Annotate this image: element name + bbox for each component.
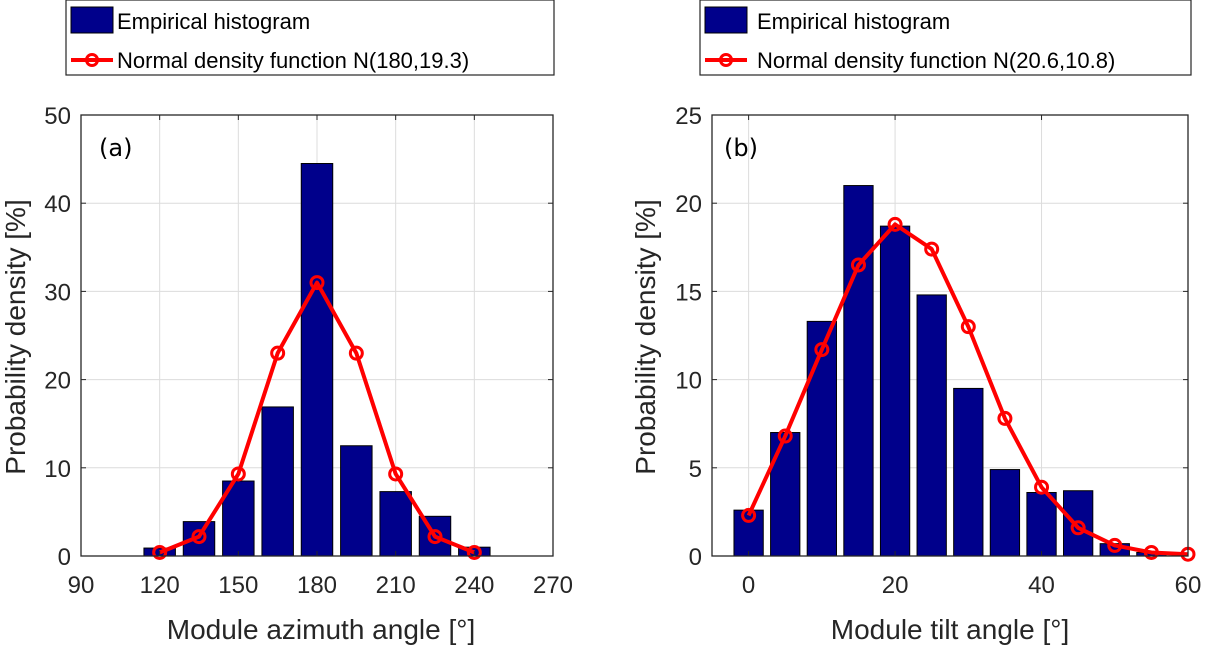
legend-box bbox=[699, 0, 1192, 76]
y-tick-label: 30 bbox=[44, 279, 71, 306]
histogram-bar bbox=[1063, 490, 1094, 557]
x-tick-label: 150 bbox=[218, 572, 258, 599]
normal-density-marker bbox=[924, 241, 940, 257]
x-tick-labels-b: 0 20 40 60 bbox=[742, 572, 1201, 599]
normal-density-marker bbox=[1070, 520, 1086, 536]
normal-density-marker bbox=[997, 410, 1013, 426]
legend-marker-swatch bbox=[719, 53, 733, 67]
legend-label-histogram: Empirical histogram bbox=[757, 9, 950, 34]
normal-density-line bbox=[158, 280, 476, 555]
histogram-bar bbox=[916, 294, 947, 557]
normal-line-a bbox=[152, 275, 482, 560]
histogram-bar bbox=[300, 163, 334, 557]
panel-label-b: (b) bbox=[724, 134, 758, 162]
x-tick-label: 180 bbox=[297, 572, 337, 599]
legend-bar-swatch bbox=[704, 6, 748, 34]
chart-panel-b: Empirical histogram Normal density funct… bbox=[630, 0, 1201, 645]
y-axis-label-a: Probability density [%] bbox=[0, 199, 31, 474]
x-tick-label: 90 bbox=[68, 572, 95, 599]
normal-density-marker bbox=[152, 544, 168, 560]
x-tick-label: 60 bbox=[1175, 572, 1202, 599]
y-tick-label: 10 bbox=[44, 456, 71, 483]
y-tick-label: 20 bbox=[675, 191, 702, 218]
histogram-bar bbox=[770, 432, 801, 557]
legend-label-histogram: Empirical histogram bbox=[117, 9, 310, 34]
normal-density-marker bbox=[850, 257, 866, 273]
panel-label-a: (a) bbox=[99, 134, 132, 162]
histogram-bar bbox=[340, 445, 373, 557]
histogram-bar bbox=[733, 509, 764, 557]
legend-b: Empirical histogram Normal density funct… bbox=[699, 0, 1192, 76]
y-tick-label: 0 bbox=[689, 544, 702, 571]
y-tick-label: 40 bbox=[44, 191, 71, 218]
histogram-bar bbox=[1026, 491, 1057, 557]
axes-b bbox=[711, 114, 1189, 557]
normal-density-marker bbox=[777, 428, 793, 444]
x-tick-labels-a: 90 120 150 180 210 240 270 bbox=[68, 572, 573, 599]
x-tick-label: 240 bbox=[454, 572, 494, 599]
histogram-bar bbox=[879, 225, 911, 557]
y-tick-label: 5 bbox=[689, 456, 702, 483]
normal-density-marker bbox=[814, 342, 830, 358]
legend-label-normal: Normal density function N(180,19.3) bbox=[117, 48, 469, 73]
y-tick-label: 50 bbox=[44, 103, 71, 130]
normal-density-marker bbox=[960, 319, 976, 335]
y-axis-label-b: Probability density [%] bbox=[630, 199, 661, 474]
normal-density-marker bbox=[388, 466, 404, 482]
x-tick-label: 120 bbox=[140, 572, 180, 599]
x-axis-label-b: Module tilt angle [°] bbox=[831, 614, 1069, 645]
normal-density-marker bbox=[887, 216, 903, 232]
chart-panel-a: Empirical histogram Normal density funct… bbox=[0, 0, 573, 645]
x-tick-label: 0 bbox=[742, 572, 755, 599]
axes-frame bbox=[711, 114, 1189, 557]
normal-density-marker bbox=[1034, 479, 1050, 495]
histogram-bar bbox=[843, 185, 874, 557]
legend-marker-swatch bbox=[85, 53, 99, 67]
histogram-bar bbox=[806, 320, 837, 557]
y-tick-label: 15 bbox=[675, 279, 702, 306]
normal-density-marker bbox=[1143, 544, 1159, 560]
y-tick-labels-b: 0 5 10 15 20 25 bbox=[675, 103, 702, 571]
y-tick-label: 0 bbox=[58, 544, 71, 571]
normal-density-marker bbox=[348, 345, 364, 361]
x-tick-label: 20 bbox=[882, 572, 909, 599]
legend-label-normal: Normal density function N(20.6,10.8) bbox=[757, 48, 1115, 73]
bars-b bbox=[733, 185, 1167, 557]
normal-density-marker bbox=[309, 275, 325, 291]
histogram-bar bbox=[261, 406, 294, 557]
legend-bar-swatch bbox=[70, 6, 114, 34]
histogram-bar bbox=[182, 521, 216, 557]
legend-a: Empirical histogram Normal density funct… bbox=[65, 0, 555, 76]
normal-density-marker bbox=[270, 345, 286, 361]
axes-a bbox=[80, 114, 554, 557]
normal-density-line bbox=[746, 222, 1189, 557]
x-axis-label-a: Module azimuth angle [°] bbox=[167, 614, 475, 645]
histogram-bar bbox=[953, 387, 984, 557]
normal-density-marker bbox=[191, 529, 207, 545]
x-tick-label: 210 bbox=[376, 572, 416, 599]
x-tick-label: 270 bbox=[533, 572, 573, 599]
y-tick-label: 25 bbox=[675, 103, 702, 130]
normal-density-marker bbox=[230, 466, 246, 482]
legend-box bbox=[65, 0, 555, 76]
y-tick-label: 20 bbox=[44, 368, 71, 395]
normal-line-b bbox=[741, 216, 1196, 562]
normal-density-marker bbox=[427, 529, 443, 545]
normal-density-marker bbox=[1107, 537, 1123, 553]
y-tick-labels-a: 0 10 20 30 40 50 bbox=[44, 103, 71, 571]
normal-density-marker bbox=[466, 544, 482, 560]
y-tick-label: 10 bbox=[675, 368, 702, 395]
x-tick-label: 40 bbox=[1028, 572, 1055, 599]
histogram-bar bbox=[379, 491, 412, 557]
normal-density-marker bbox=[741, 507, 757, 523]
histogram-bar bbox=[989, 469, 1021, 557]
